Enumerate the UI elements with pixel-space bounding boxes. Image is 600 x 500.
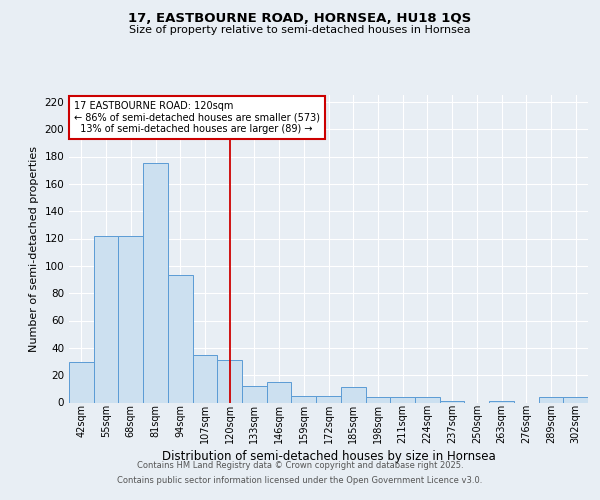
Bar	[168, 276, 193, 402]
Bar	[365, 397, 390, 402]
Text: 17 EASTBOURNE ROAD: 120sqm
← 86% of semi-detached houses are smaller (573)
  13%: 17 EASTBOURNE ROAD: 120sqm ← 86% of semi…	[74, 101, 320, 134]
Y-axis label: Number of semi-detached properties: Number of semi-detached properties	[29, 146, 39, 352]
Bar	[94, 236, 118, 402]
Bar	[242, 386, 267, 402]
Bar	[316, 396, 341, 402]
Bar	[390, 397, 415, 402]
Text: Contains HM Land Registry data © Crown copyright and database right 2025.: Contains HM Land Registry data © Crown c…	[137, 461, 463, 470]
Bar	[563, 397, 588, 402]
Bar	[415, 397, 440, 402]
Bar	[118, 236, 143, 402]
Bar	[193, 354, 217, 403]
Bar	[440, 401, 464, 402]
Bar	[267, 382, 292, 402]
Bar	[69, 362, 94, 403]
Bar	[292, 396, 316, 402]
Bar	[539, 397, 563, 402]
Bar	[341, 388, 365, 402]
Bar	[217, 360, 242, 403]
Bar	[489, 401, 514, 402]
X-axis label: Distribution of semi-detached houses by size in Hornsea: Distribution of semi-detached houses by …	[161, 450, 496, 463]
Bar	[143, 164, 168, 402]
Text: Contains public sector information licensed under the Open Government Licence v3: Contains public sector information licen…	[118, 476, 482, 485]
Text: Size of property relative to semi-detached houses in Hornsea: Size of property relative to semi-detach…	[129, 25, 471, 35]
Text: 17, EASTBOURNE ROAD, HORNSEA, HU18 1QS: 17, EASTBOURNE ROAD, HORNSEA, HU18 1QS	[128, 12, 472, 26]
